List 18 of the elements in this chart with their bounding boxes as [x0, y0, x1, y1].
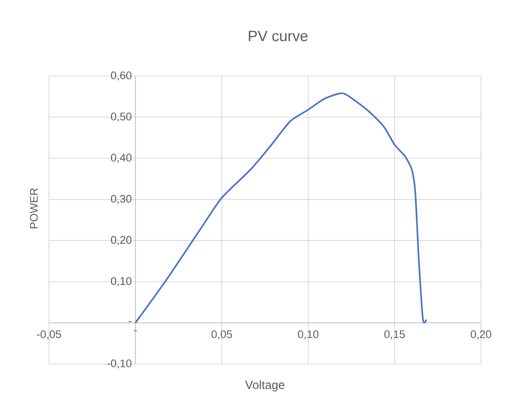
y-tick-label: 0,50	[110, 112, 132, 122]
x-tick-label: 0,15	[384, 330, 405, 340]
y-tick-label: 0,60	[110, 71, 132, 81]
x-tick-label: 0,05	[212, 330, 232, 340]
x-tick-label: -	[134, 330, 137, 332]
x-tick-label: 0,10	[298, 330, 318, 340]
line-series	[134, 92, 428, 324]
y-tick-label: 0,30	[110, 194, 132, 204]
y-axis-title: POWER	[30, 188, 38, 228]
chart-title: PV curve	[248, 30, 308, 42]
y-tick-label: 0,20	[110, 236, 132, 246]
x-tick-label: 0,20	[470, 330, 492, 340]
y-tick-label: -	[128, 321, 132, 322]
y-tick-label: -0,10	[107, 359, 132, 369]
x-axis-title: Voltage	[245, 380, 284, 392]
x-tick-label: -0,05	[36, 330, 62, 340]
y-tick-label: 0,40	[110, 154, 132, 163]
y-tick-label: 0,10	[110, 277, 132, 286]
